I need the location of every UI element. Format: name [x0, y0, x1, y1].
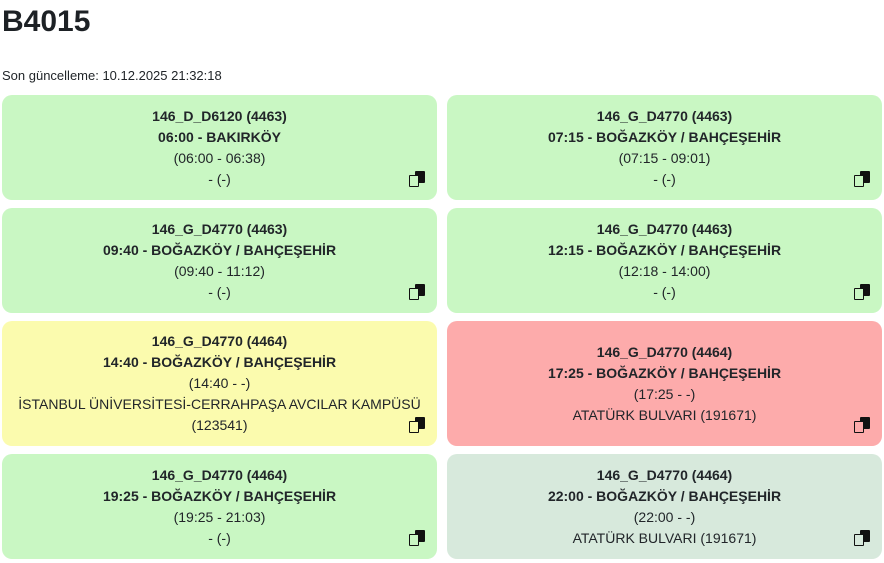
trip-note: - (-) — [208, 529, 231, 546]
trip-note: ATATÜRK BULVARI (191671) — [572, 406, 757, 423]
trip-time-range: (14:40 - -) — [188, 375, 251, 391]
copy-icon-back-page — [415, 171, 425, 183]
copy-icon-back-page — [860, 530, 870, 542]
copy-icon[interactable] — [409, 417, 425, 433]
copy-icon[interactable] — [409, 284, 425, 300]
trip-time-range: (12:18 - 14:00) — [618, 262, 711, 279]
trip-destination: 09:40 - BOĞAZKÖY / BAHÇEŞEHİR — [102, 241, 337, 258]
trip-destination: 06:00 - BAKIRKÖY — [158, 128, 281, 145]
trip-time-range: (09:40 - 11:12) — [174, 262, 265, 279]
last-update-timestamp: Son güncelleme: 10.12.2025 21:32:18 — [2, 68, 222, 83]
copy-icon-back-page — [860, 171, 870, 183]
trip-card: 146_G_D4770 (4464) 17:25 - BOĞAZKÖY / BA… — [447, 321, 882, 446]
copy-icon-front-page — [854, 175, 864, 187]
copy-icon[interactable] — [854, 171, 870, 187]
trip-card: 146_G_D4770 (4464) 19:25 - BOĞAZKÖY / BA… — [2, 454, 437, 559]
page-title: B4015 — [2, 5, 91, 38]
copy-icon-back-page — [415, 530, 425, 542]
trip-card: 146_G_D4770 (4463) 07:15 - BOĞAZKÖY / BA… — [447, 95, 882, 200]
trip-card: 146_G_D4770 (4464) 14:40 - BOĞAZKÖY / BA… — [2, 321, 437, 446]
trip-cards-grid: 146_D_D6120 (4463) 06:00 - BAKIRKÖY (06:… — [2, 95, 882, 559]
trip-note: - (-) — [208, 170, 231, 187]
trip-card: 146_G_D4770 (4464) 22:00 - BOĞAZKÖY / BA… — [447, 454, 882, 559]
trip-note: - (-) — [653, 170, 676, 187]
copy-icon-front-page — [409, 421, 419, 433]
trip-card: 146_D_D6120 (4463) 06:00 - BAKIRKÖY (06:… — [2, 95, 437, 200]
trip-destination: 14:40 - BOĞAZKÖY / BAHÇEŞEHİR — [102, 354, 337, 370]
trip-route-code: 146_G_D4770 (4463) — [596, 220, 733, 237]
copy-icon[interactable] — [854, 284, 870, 300]
trip-destination: 22:00 - BOĞAZKÖY / BAHÇEŞEHİR — [547, 487, 782, 504]
trip-destination: 17:25 - BOĞAZKÖY / BAHÇEŞEHİR — [547, 364, 782, 381]
trip-route-code: 146_G_D4770 (4463) — [596, 107, 733, 124]
copy-icon[interactable] — [854, 417, 870, 433]
copy-icon-front-page — [409, 175, 419, 187]
trip-destination: 19:25 - BOĞAZKÖY / BAHÇEŞEHİR — [102, 487, 337, 504]
trip-note: ATATÜRK BULVARI (191671) — [572, 529, 757, 546]
trip-destination: 07:15 - BOĞAZKÖY / BAHÇEŞEHİR — [547, 128, 782, 145]
copy-icon[interactable] — [854, 530, 870, 546]
copy-icon-back-page — [860, 417, 870, 429]
trip-card: 146_G_D4770 (4463) 09:40 - BOĞAZKÖY / BA… — [2, 208, 437, 313]
trip-time-range: (22:00 - -) — [633, 508, 696, 525]
trip-note: - (-) — [653, 283, 676, 300]
trip-note: - (-) — [208, 283, 231, 300]
trip-note: İSTANBUL ÜNİVERSİTESİ-CERRAHPAŞA AVCILAR… — [18, 396, 421, 433]
trip-route-code: 146_G_D4770 (4464) — [596, 466, 733, 483]
copy-icon-back-page — [860, 284, 870, 296]
copy-icon[interactable] — [409, 530, 425, 546]
trip-time-range: (07:15 - 09:01) — [618, 149, 711, 166]
trip-route-code: 146_G_D4770 (4464) — [151, 466, 288, 483]
copy-icon-back-page — [415, 284, 425, 296]
copy-icon-front-page — [409, 288, 419, 300]
trip-time-range: (17:25 - -) — [633, 385, 696, 402]
copy-icon-back-page — [415, 417, 425, 429]
trip-route-code: 146_D_D6120 (4463) — [152, 107, 287, 124]
trip-route-code: 146_G_D4770 (4463) — [151, 220, 288, 237]
copy-icon-front-page — [409, 534, 419, 546]
trip-route-code: 146_G_D4770 (4464) — [596, 343, 733, 360]
copy-icon[interactable] — [409, 171, 425, 187]
copy-icon-front-page — [854, 534, 864, 546]
copy-icon-front-page — [854, 421, 864, 433]
trip-route-code: 146_G_D4770 (4464) — [151, 333, 288, 349]
trip-card: 146_G_D4770 (4463) 12:15 - BOĞAZKÖY / BA… — [447, 208, 882, 313]
trip-time-range: (06:00 - 06:38) — [173, 149, 266, 166]
copy-icon-front-page — [854, 288, 864, 300]
trip-time-range: (19:25 - 21:03) — [173, 508, 266, 525]
trip-destination: 12:15 - BOĞAZKÖY / BAHÇEŞEHİR — [547, 241, 782, 258]
